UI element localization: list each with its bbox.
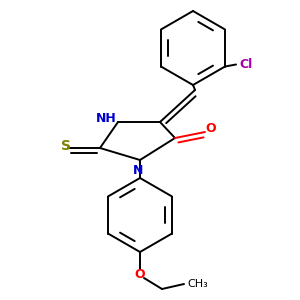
Text: Cl: Cl bbox=[239, 58, 252, 71]
Text: S: S bbox=[61, 139, 71, 153]
Text: O: O bbox=[135, 268, 145, 281]
Text: N: N bbox=[133, 164, 143, 176]
Text: CH₃: CH₃ bbox=[187, 279, 208, 289]
Text: NH: NH bbox=[96, 112, 116, 125]
Text: O: O bbox=[206, 122, 216, 136]
